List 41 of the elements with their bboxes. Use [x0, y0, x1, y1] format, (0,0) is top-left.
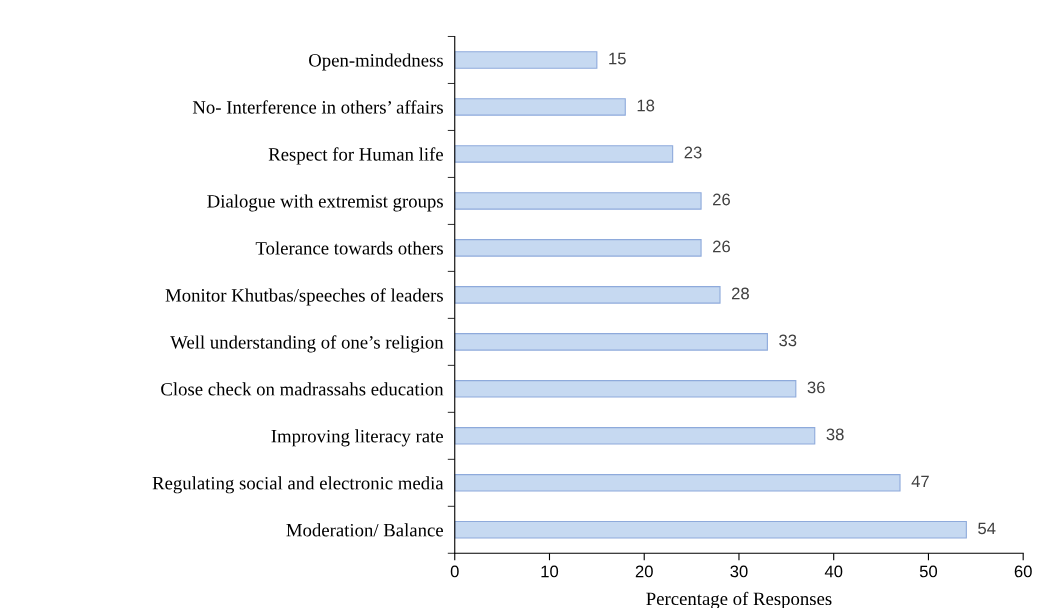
bar [454, 286, 721, 304]
bar [454, 521, 967, 539]
x-tick-label: 60 [1014, 565, 1032, 578]
data-label: 26 [713, 240, 730, 253]
data-label: 54 [978, 522, 996, 535]
bar [454, 380, 797, 398]
bar [454, 239, 702, 257]
x-tick-label: 0 [450, 565, 459, 578]
y-tick-label: Open-mindedness [309, 53, 443, 71]
y-tick-label: Tolerance towards others [255, 241, 443, 255]
data-label: 23 [684, 146, 702, 159]
y-tick-label: Close check on madrassahs education [161, 382, 444, 396]
data-label: 47 [911, 475, 929, 488]
x-tick-label: 20 [635, 565, 653, 578]
bar [454, 192, 702, 210]
y-tick-label: Dialogue with extremist groups [207, 194, 443, 212]
y-tick-label: Monitor Khutbas/speeches of leaders [165, 288, 443, 306]
data-label: 28 [731, 287, 749, 300]
y-tick-label: Moderation/ Balance [286, 523, 443, 537]
x-tick-label: 10 [541, 565, 559, 578]
bar [454, 474, 901, 492]
y-tick-label: Respect for Human life [268, 147, 443, 165]
y-tick-label: No- Interference in others’ affairs [192, 100, 443, 114]
y-tick-label: Improving literacy rate [271, 429, 443, 447]
data-label: 15 [609, 52, 626, 65]
y-tick-label: Regulating social and electronic media [152, 476, 444, 494]
bar [454, 333, 768, 351]
x-tick-label: 50 [919, 565, 938, 578]
y-tick-label: Well understanding of one’s religion [170, 335, 444, 353]
data-label: 33 [779, 334, 797, 347]
data-label: 26 [713, 193, 730, 206]
data-label: 36 [807, 381, 825, 394]
x-tick-label: 40 [824, 565, 843, 578]
bar [454, 51, 598, 69]
bar [454, 145, 674, 163]
bar [454, 427, 816, 445]
data-label: 38 [826, 428, 844, 441]
x-tick-label: 30 [730, 565, 748, 578]
x-axis-title: Percentage of Responses [646, 591, 832, 608]
bar [454, 98, 626, 116]
data-label: 18 [637, 99, 655, 112]
